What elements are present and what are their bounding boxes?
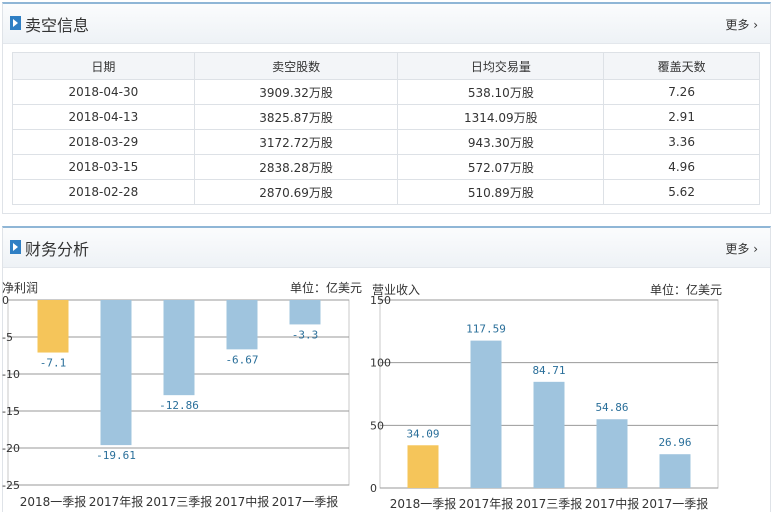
table-row: 2018-04-13 3825.87万股 1314.09万股 2.91 (12, 104, 760, 130)
table-row: 2018-03-29 3172.72万股 943.30万股 3.36 (12, 129, 760, 155)
bar (407, 445, 439, 488)
short-selling-table: 日期 卖空股数 日均交易量 覆盖天数 2018-04-30 3909.32万股 … (12, 52, 760, 205)
table-cell: 510.89万股 (397, 179, 605, 205)
x-tick-label: 2017年报 (459, 496, 514, 511)
table-row: 2018-02-28 2870.69万股 510.89万股 5.62 (12, 179, 760, 205)
bar (100, 300, 132, 446)
table-cell: 2018-04-30 (12, 79, 195, 105)
data-label: 26.96 (658, 436, 691, 449)
more-link[interactable]: 更多 › (725, 18, 758, 32)
table-row: 2018-04-30 3909.32万股 538.10万股 7.26 (12, 79, 760, 105)
table-cell: 7.26 (603, 79, 760, 105)
x-tick-label: 2017一季报 (272, 494, 339, 509)
data-label: -6.67 (225, 353, 258, 366)
revenue-chart-title: 营业收入 (372, 283, 421, 297)
y-tick-label: 0 (370, 482, 377, 495)
y-tick-label: 50 (370, 419, 384, 432)
column-header-days-to-cover: 覆盖天数 (603, 52, 760, 80)
column-header-date: 日期 (12, 52, 195, 80)
data-label: -19.61 (96, 449, 136, 462)
bar (659, 454, 691, 488)
x-tick-label: 2018一季报 (390, 496, 457, 511)
data-label: -3.3 (292, 328, 319, 341)
x-tick-label: 2017中报 (215, 494, 270, 509)
panel-header: 财务分析 更多 › (3, 228, 770, 268)
y-tick-label: -10 (2, 368, 20, 381)
expand-arrow-icon (10, 16, 21, 30)
table-cell: 2018-03-29 (12, 129, 195, 155)
bar (163, 300, 195, 396)
data-label: 117.59 (466, 323, 506, 336)
more-link[interactable]: 更多 › (725, 242, 758, 256)
data-label: 34.09 (406, 427, 439, 440)
panel-header: 卖空信息 更多 › (3, 4, 770, 44)
panel-title: 财务分析 (25, 240, 90, 259)
x-tick-label: 2017年报 (89, 494, 144, 509)
x-tick-label: 2017中报 (585, 496, 640, 511)
x-tick-label: 2017三季报 (146, 494, 213, 509)
table-cell: 3909.32万股 (193, 79, 399, 105)
table-cell: 3825.87万股 (193, 104, 399, 130)
y-tick-label: -25 (2, 479, 20, 492)
bar (470, 340, 502, 488)
data-label: 84.71 (532, 364, 565, 377)
net-profit-unit: 单位：亿美元 (290, 281, 363, 295)
bar (533, 381, 565, 488)
data-label: 54.86 (595, 401, 628, 414)
y-tick-label: 100 (370, 357, 391, 370)
revenue-unit: 单位：亿美元 (650, 283, 723, 297)
bar (289, 300, 321, 325)
panel-title: 卖空信息 (25, 16, 90, 35)
y-tick-label: -20 (2, 442, 20, 455)
table-cell: 2870.69万股 (193, 179, 399, 205)
y-tick-label: 150 (370, 294, 391, 307)
expand-arrow-icon (10, 240, 21, 254)
bar (596, 419, 628, 488)
data-label: -7.1 (40, 357, 67, 370)
table-cell: 2018-03-15 (12, 154, 195, 180)
y-tick-label: -5 (2, 331, 13, 344)
table-cell: 5.62 (603, 179, 760, 205)
x-tick-label: 2018一季报 (20, 494, 87, 509)
table-header-row: 日期 卖空股数 日均交易量 覆盖天数 (12, 52, 760, 80)
x-tick-label: 2017三季报 (516, 496, 583, 511)
y-tick-label: 0 (2, 294, 9, 307)
table-cell: 2018-02-28 (12, 179, 195, 205)
net-profit-chart-title: 净利润 (2, 281, 39, 295)
table-cell: 3172.72万股 (193, 129, 399, 155)
x-tick-label: 2017一季报 (642, 496, 709, 511)
bar (37, 300, 69, 353)
y-tick-label: -15 (2, 405, 20, 418)
data-label: -12.86 (159, 399, 199, 412)
bar (226, 300, 258, 350)
